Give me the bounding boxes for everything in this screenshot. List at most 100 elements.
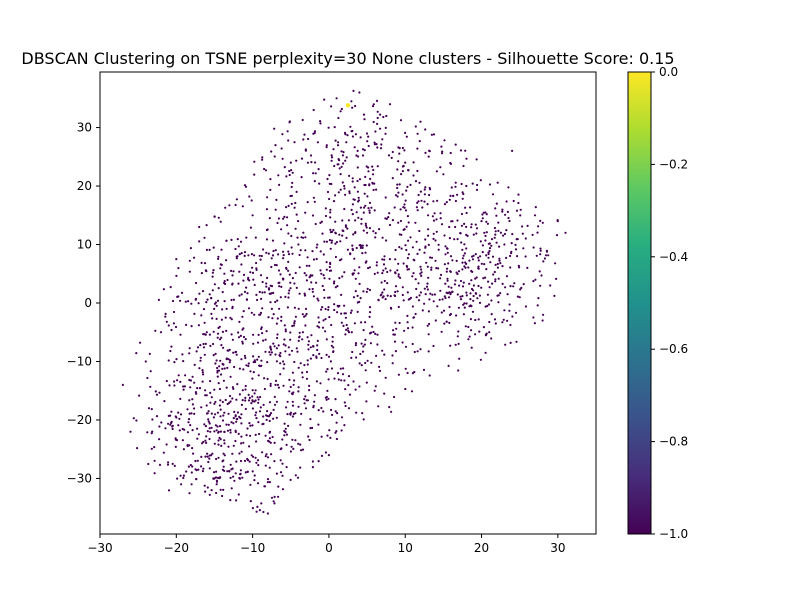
noise-point	[365, 132, 369, 135]
noise-point	[512, 285, 515, 288]
noise-point	[403, 203, 406, 206]
noise-point	[393, 395, 396, 399]
noise-point	[354, 219, 357, 222]
noise-point	[341, 275, 344, 278]
noise-point	[375, 354, 378, 357]
noise-point	[245, 286, 248, 289]
noise-point	[311, 214, 315, 217]
noise-point	[203, 262, 207, 265]
noise-point	[279, 459, 282, 462]
noise-point	[167, 359, 170, 362]
noise-point	[505, 275, 509, 278]
noise-point	[428, 186, 431, 190]
noise-point	[358, 266, 361, 269]
noise-point	[190, 325, 193, 328]
noise-point	[244, 399, 247, 402]
noise-point	[541, 319, 544, 322]
noise-point	[443, 295, 446, 298]
noise-point	[332, 346, 335, 349]
noise-point	[188, 347, 191, 350]
noise-point	[273, 403, 277, 406]
noise-point	[287, 346, 290, 349]
noise-point	[332, 148, 335, 151]
noise-point	[342, 367, 345, 370]
noise-point	[219, 359, 222, 362]
noise-point	[434, 259, 437, 262]
noise-point	[191, 465, 194, 468]
noise-point	[233, 365, 236, 369]
noise-point	[487, 242, 490, 245]
noise-point	[245, 364, 248, 367]
noise-point	[428, 150, 431, 153]
colorbar-tick-label: −0.8	[659, 435, 688, 449]
noise-point	[427, 333, 430, 336]
noise-point	[254, 414, 257, 417]
noise-point	[276, 317, 279, 320]
noise-point	[358, 282, 361, 285]
noise-point	[387, 154, 391, 157]
noise-point	[534, 278, 537, 281]
noise-point	[283, 166, 286, 169]
noise-point	[459, 298, 463, 301]
noise-point	[398, 321, 401, 325]
noise-point	[150, 408, 153, 411]
noise-point	[205, 270, 208, 273]
noise-point	[263, 387, 266, 391]
noise-point	[231, 452, 234, 455]
noise-point	[227, 358, 230, 361]
noise-point	[220, 263, 223, 266]
noise-point	[305, 279, 308, 282]
noise-point	[231, 274, 234, 277]
noise-point	[428, 193, 431, 197]
noise-point	[480, 286, 483, 289]
noise-point	[228, 348, 231, 351]
noise-point	[469, 318, 472, 321]
noise-point	[455, 314, 458, 317]
noise-point	[326, 434, 329, 437]
noise-point	[235, 198, 238, 201]
noise-point	[285, 433, 288, 436]
noise-point	[375, 264, 378, 267]
noise-point	[154, 329, 157, 332]
noise-point	[249, 271, 252, 274]
noise-point	[247, 362, 250, 365]
noise-point	[330, 367, 334, 370]
noise-point	[268, 430, 272, 433]
noise-point	[419, 272, 422, 275]
noise-point	[412, 174, 415, 177]
noise-point	[366, 140, 369, 143]
noise-point	[375, 99, 379, 102]
noise-point	[371, 325, 374, 328]
noise-point	[182, 476, 185, 480]
noise-point	[279, 471, 283, 474]
noise-point	[202, 467, 205, 470]
noise-point	[275, 264, 278, 267]
noise-point	[474, 318, 477, 322]
noise-point	[414, 221, 417, 224]
noise-point	[470, 305, 473, 308]
noise-point	[261, 158, 264, 161]
noise-point	[301, 376, 304, 379]
noise-point	[504, 343, 507, 346]
noise-point	[373, 389, 376, 392]
noise-point	[250, 402, 253, 405]
noise-point	[460, 212, 464, 216]
noise-point	[329, 436, 332, 439]
noise-point	[359, 352, 362, 356]
noise-point	[229, 463, 232, 466]
noise-point	[464, 261, 467, 264]
noise-point	[287, 250, 290, 253]
noise-point	[268, 466, 271, 469]
noise-point	[255, 461, 258, 464]
noise-point	[213, 215, 216, 218]
noise-point	[343, 424, 346, 427]
noise-point	[348, 331, 351, 334]
noise-point	[516, 295, 520, 298]
noise-point	[396, 195, 399, 198]
noise-point	[456, 335, 459, 338]
noise-point	[255, 267, 258, 270]
noise-point	[423, 193, 426, 196]
noise-point	[388, 103, 392, 106]
noise-point	[403, 329, 406, 332]
noise-point	[273, 502, 276, 505]
